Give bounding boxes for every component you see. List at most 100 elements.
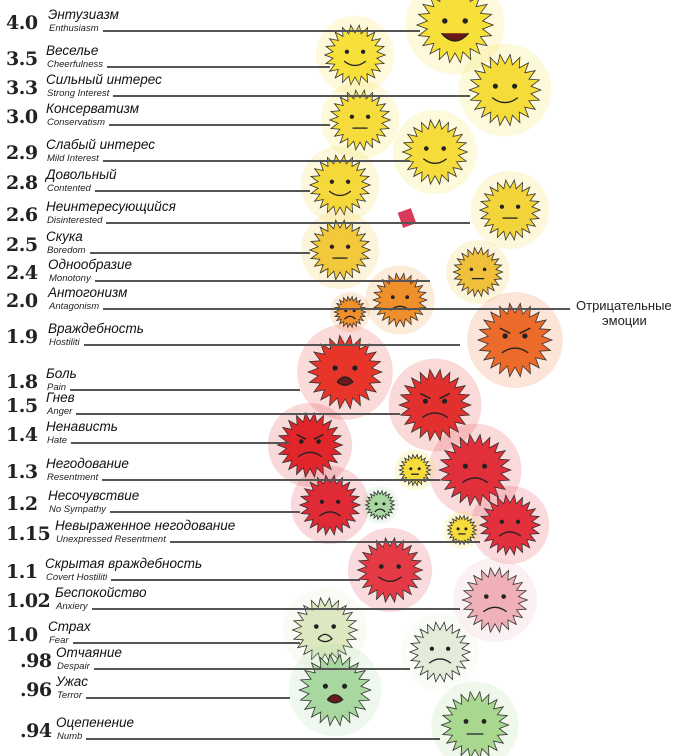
emotion-face-mild-interest — [443, 511, 481, 549]
tone-level-number: 1.15 — [6, 523, 51, 545]
emotion-name-ru: Сильный интерес — [46, 72, 162, 87]
emotion-name-ru: Довольный — [46, 167, 117, 182]
emotion-face-antagonism — [365, 265, 435, 335]
annotation-line — [540, 308, 570, 310]
emotion-face-contented — [300, 145, 380, 225]
emotion-face-conservatism — [320, 80, 400, 160]
emotion-name-ru: Несочувствие — [48, 488, 140, 503]
emotion-name-ru: Консерватизм — [46, 101, 140, 116]
emotion-name-en: Fear — [49, 635, 69, 646]
leader-line — [103, 30, 420, 32]
tone-level-number: 4.0 — [6, 12, 38, 34]
emotion-name-en: Mild Interest — [47, 153, 99, 164]
emotion-name-ru: Ненависть — [46, 419, 118, 434]
tone-level-number: 3.3 — [6, 77, 38, 99]
tone-level-number: 2.5 — [6, 234, 38, 256]
leader-line — [90, 252, 310, 254]
emotion-face-numb — [431, 681, 519, 756]
leader-line — [103, 308, 540, 310]
emotion-name-ru: Беспокойство — [55, 585, 147, 600]
emotion-name-en: Terror — [57, 690, 82, 701]
emotion-name-ru: Антогонизм — [48, 285, 128, 300]
emotion-name-en: Hostiliti — [49, 337, 80, 348]
tone-level-number: 3.5 — [6, 48, 38, 70]
leader-line — [95, 280, 430, 282]
emotion-name-ru: Однообразие — [48, 257, 133, 272]
emotion-name-ru: Скука — [46, 229, 83, 244]
leader-line — [70, 389, 300, 391]
emotion-face-anger — [388, 358, 482, 452]
emotion-face-monotony — [446, 240, 510, 304]
emotion-face-covert-hostiliti — [347, 527, 433, 613]
tone-level-number: 1.1 — [6, 561, 38, 583]
tone-level-number: 1.0 — [6, 624, 38, 646]
emotion-name-ru: Слабый интерес — [46, 137, 155, 152]
emotion-name-en: Disinterested — [47, 215, 103, 226]
emotion-face-hostiliti — [467, 292, 563, 388]
emotion-face-cheerfulness — [315, 15, 395, 95]
emotion-name-en: Contented — [47, 183, 91, 194]
emotion-face-pain — [297, 324, 393, 420]
emotion-name-en: Anxiery — [56, 601, 88, 612]
emotion-face-despair — [400, 612, 480, 692]
leader-line — [103, 160, 410, 162]
leader-line — [170, 541, 480, 543]
emotion-face-strong-interest — [458, 43, 552, 137]
tone-level-number: 2.8 — [6, 172, 38, 194]
tone-level-number: 2.9 — [6, 142, 38, 164]
emotion-name-en: Unexpressed Resentment — [56, 534, 166, 545]
leader-line — [71, 442, 290, 444]
leader-line — [109, 124, 330, 126]
emotion-face-boredom — [300, 210, 380, 290]
emotion-name-ru: Веселье — [46, 43, 99, 58]
emotion-face-no-sympathy — [290, 465, 370, 545]
emotion-name-en: Hate — [47, 435, 68, 446]
leader-line — [111, 579, 360, 581]
tone-level-number: 1.2 — [6, 493, 38, 515]
leader-line — [106, 222, 470, 224]
emotion-name-ru: Негодование — [46, 456, 129, 471]
tone-level-number: 1.9 — [6, 326, 38, 348]
emotion-name-ru: Неинтересующийся — [46, 199, 176, 214]
leader-line — [76, 413, 400, 415]
emotion-name-en: Despair — [57, 661, 90, 672]
emotion-face-anxiery — [452, 557, 538, 643]
tone-level-number: 2.4 — [6, 262, 38, 284]
emotion-face-resentment — [428, 423, 522, 517]
tone-level-number: 1.5 — [6, 395, 38, 417]
book-icon — [397, 208, 417, 228]
leader-line — [113, 95, 470, 97]
tone-level-number: 1.8 — [6, 371, 38, 393]
leader-line — [92, 608, 460, 610]
annotation-line-2: эмоции — [602, 313, 647, 328]
emotion-name-ru: Скрытая враждебность — [45, 556, 203, 571]
emotion-face-terror — [361, 486, 399, 524]
leader-line — [86, 697, 290, 699]
leader-line — [107, 66, 330, 68]
emotion-face-terror — [288, 643, 382, 737]
emotion-face-mild-interest — [394, 449, 436, 491]
emotion-name-en: Monotony — [49, 273, 91, 284]
emotion-face-enthusiasm — [405, 0, 505, 75]
emotion-name-ru: Отчаяние — [56, 645, 122, 660]
leader-line — [73, 642, 300, 644]
tone-level-number: 1.3 — [6, 461, 38, 483]
emotion-name-ru: Враждебность — [48, 321, 144, 336]
emotion-face-mild-interest — [392, 109, 478, 195]
emotion-name-en: Strong Interest — [47, 88, 110, 99]
tone-level-number: 3.0 — [6, 106, 38, 128]
emotion-name-en: Conservatism — [47, 117, 106, 128]
leader-line — [102, 479, 440, 481]
emotion-name-ru: Ужас — [56, 674, 89, 689]
emotion-name-ru: Боль — [46, 366, 77, 381]
emotion-name-en: Anger — [47, 406, 73, 417]
leader-line — [110, 511, 300, 513]
emotion-name-en: Antagonism — [49, 301, 100, 312]
tone-level-number: .96 — [20, 679, 52, 701]
emotion-face-hate — [267, 402, 353, 488]
emotion-name-ru: Гнев — [46, 390, 75, 405]
emotion-face-disinterested — [470, 170, 550, 250]
emotion-name-ru: Оцепенение — [56, 715, 135, 730]
emotion-name-en: Boredom — [47, 245, 86, 256]
